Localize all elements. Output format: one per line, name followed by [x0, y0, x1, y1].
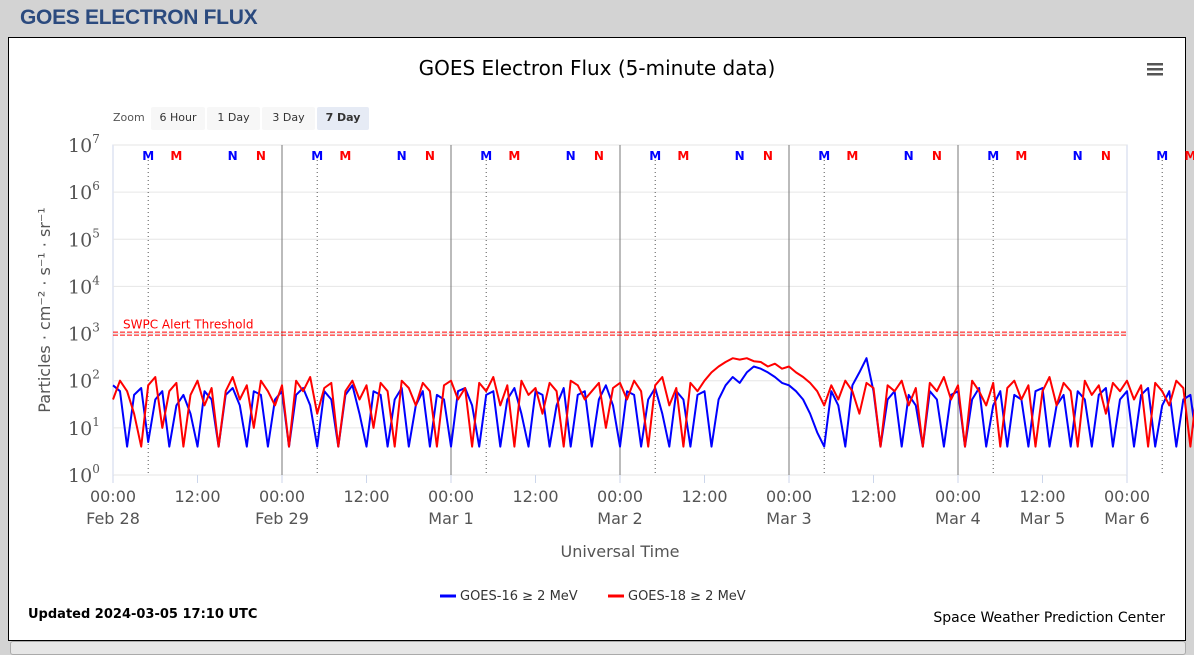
legend-label: GOES-16 ≥ 2 MeV — [460, 589, 578, 604]
x-tick-time: 12:00 — [174, 487, 220, 506]
y-tick-label: 101 — [68, 415, 100, 440]
threshold-label: SWPC Alert Threshold — [123, 318, 253, 332]
y-tick-label: 106 — [68, 179, 100, 204]
zoom-button-bg — [262, 107, 315, 130]
x-tick-time: 12:00 — [681, 487, 727, 506]
zoom-button-1-day[interactable]: 1 Day — [207, 107, 260, 130]
zoom-button-3-day[interactable]: 3 Day — [262, 107, 315, 130]
zoom-button-bg — [317, 107, 369, 130]
zoom-button-label: 7 Day — [326, 111, 361, 124]
local-time-marker: N — [904, 149, 914, 163]
local-time-marker: N — [763, 149, 773, 163]
legend-item-goes18[interactable]: GOES-18 ≥ 2 MeV — [608, 589, 746, 604]
x-tick-time: 12:00 — [512, 487, 558, 506]
local-time-marker: M — [170, 149, 182, 163]
zoom-button-label: 3 Day — [272, 111, 305, 124]
x-tick-date: Mar 2 — [597, 509, 642, 528]
y-axis-title: Particles · cm⁻² · s⁻¹ · sr⁻¹ — [35, 207, 54, 412]
y-tick-label: 102 — [68, 368, 100, 393]
local-time-marker: M — [508, 149, 520, 163]
chart-panel — [8, 37, 1186, 641]
x-tick-time: 00:00 — [935, 487, 981, 506]
page-header: GOES ELECTRON FLUX — [20, 6, 258, 29]
local-time-marker: M — [339, 149, 351, 163]
local-time-marker: M — [649, 149, 661, 163]
zoom-button-bg — [151, 107, 205, 130]
x-tick-time: 00:00 — [1104, 487, 1150, 506]
local-time-marker: M — [987, 149, 999, 163]
hamburger-menu-icon[interactable] — [1147, 63, 1163, 76]
local-time-marker: M — [1184, 149, 1194, 163]
local-time-marker: M — [480, 149, 492, 163]
local-time-marker: N — [1073, 149, 1083, 163]
local-time-marker: N — [1101, 149, 1111, 163]
x-tick-time: 12:00 — [343, 487, 389, 506]
x-tick-time: 00:00 — [90, 487, 136, 506]
x-axis-title: Universal Time — [560, 542, 679, 561]
x-tick-date: Mar 5 — [1020, 509, 1065, 528]
x-tick-time: 00:00 — [259, 487, 305, 506]
x-tick-date: Mar 1 — [428, 509, 473, 528]
local-time-marker: M — [142, 149, 154, 163]
x-tick-date: Feb 29 — [255, 509, 309, 528]
x-tick-date: Feb 28 — [86, 509, 140, 528]
y-tick-label: 107 — [68, 132, 100, 157]
zoom-button-label: 6 Hour — [160, 111, 197, 124]
local-time-marker: N — [228, 149, 238, 163]
series-line-goes18 — [112, 357, 1194, 448]
x-tick-time: 12:00 — [1019, 487, 1065, 506]
zoom-button-7-day[interactable]: 7 Day — [317, 107, 369, 130]
x-tick-date: Mar 4 — [935, 509, 980, 528]
local-time-marker: N — [566, 149, 576, 163]
x-tick-time: 00:00 — [766, 487, 812, 506]
y-tick-label: 105 — [68, 226, 100, 251]
chart-title: GOES Electron Flux (5-minute data) — [419, 56, 776, 80]
y-tick-label: 103 — [68, 321, 100, 346]
local-time-marker: N — [932, 149, 942, 163]
zoom-button-bg — [207, 107, 260, 130]
local-time-marker: N — [256, 149, 266, 163]
y-tick-label: 100 — [68, 462, 100, 487]
x-tick-date: Mar 6 — [1104, 509, 1149, 528]
credit-label: Space Weather Prediction Center — [933, 610, 1165, 626]
y-tick-label: 104 — [68, 273, 100, 298]
local-time-marker: N — [397, 149, 407, 163]
x-tick-time: 12:00 — [850, 487, 896, 506]
local-time-marker: M — [818, 149, 830, 163]
x-tick-time: 00:00 — [428, 487, 474, 506]
updated-timestamp: Updated 2024-03-05 17:10 UTC — [28, 607, 257, 622]
local-time-marker: N — [425, 149, 435, 163]
local-time-marker: M — [1156, 149, 1168, 163]
local-time-marker: M — [311, 149, 323, 163]
zoom-label: Zoom — [113, 111, 145, 124]
local-time-marker: M — [677, 149, 689, 163]
x-tick-time: 00:00 — [597, 487, 643, 506]
legend-label: GOES-18 ≥ 2 MeV — [628, 589, 746, 604]
local-time-marker: N — [735, 149, 745, 163]
local-time-marker: M — [1015, 149, 1027, 163]
local-time-marker: M — [846, 149, 858, 163]
local-time-marker: N — [594, 149, 604, 163]
zoom-button-6-hour[interactable]: 6 Hour — [151, 107, 205, 130]
legend-item-goes16[interactable]: GOES-16 ≥ 2 MeV — [440, 589, 578, 604]
x-tick-date: Mar 3 — [766, 509, 811, 528]
zoom-button-label: 1 Day — [217, 111, 250, 124]
